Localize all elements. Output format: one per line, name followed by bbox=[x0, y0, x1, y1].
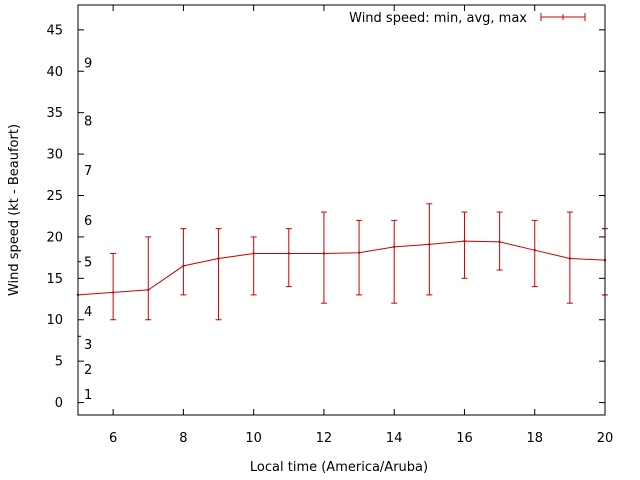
avg-point bbox=[111, 291, 115, 294]
x-tick-label: 6 bbox=[109, 431, 117, 446]
x-tick-label: 16 bbox=[456, 431, 473, 446]
avg-point bbox=[182, 264, 185, 268]
y-tick-label: 40 bbox=[46, 65, 63, 80]
avg-point bbox=[287, 252, 290, 255]
avg-point bbox=[428, 243, 431, 246]
x-tick-label: 20 bbox=[597, 431, 614, 446]
y-tick-label: 15 bbox=[46, 272, 63, 287]
beaufort-label: 6 bbox=[84, 214, 92, 229]
avg-point bbox=[498, 240, 501, 244]
y-tick-label: 45 bbox=[46, 23, 63, 38]
beaufort-label: 1 bbox=[84, 388, 92, 403]
avg-point bbox=[463, 239, 466, 243]
beaufort-label: 3 bbox=[84, 338, 92, 353]
avg-wind-line bbox=[77, 240, 606, 296]
x-tick-label: 12 bbox=[316, 431, 333, 446]
y-tick-label: 25 bbox=[46, 189, 63, 204]
data-series bbox=[76, 203, 608, 321]
legend: Wind speed: min, avg, max bbox=[349, 11, 586, 26]
beaufort-label: 4 bbox=[84, 305, 92, 320]
x-tick-label: 10 bbox=[245, 431, 262, 446]
x-tick-label: 18 bbox=[526, 431, 543, 446]
avg-point bbox=[147, 288, 150, 292]
avg-point bbox=[393, 245, 396, 249]
y-tick-label: 20 bbox=[46, 230, 63, 245]
tick-marks bbox=[78, 5, 606, 415]
beaufort-label: 5 bbox=[84, 255, 92, 270]
x-axis-label: Local time (America/Aruba) bbox=[250, 460, 428, 475]
y-tick-label: 35 bbox=[46, 106, 63, 121]
avg-point bbox=[252, 252, 255, 255]
avg-point bbox=[533, 248, 536, 252]
avg-point bbox=[322, 252, 326, 255]
y-tick-label: 0 bbox=[55, 396, 63, 411]
y-tick-label: 5 bbox=[55, 355, 63, 370]
avg-point bbox=[568, 257, 572, 260]
avg-point bbox=[357, 251, 361, 254]
beaufort-label: 8 bbox=[84, 114, 92, 129]
y-axis-label: Wind speed (kt - Beaufort) bbox=[7, 124, 22, 296]
legend-label: Wind speed: min, avg, max bbox=[349, 11, 527, 26]
x-tick-label: 8 bbox=[179, 431, 187, 446]
avg-point bbox=[217, 257, 220, 260]
y-tick-label: 10 bbox=[46, 313, 63, 328]
beaufort-scale: 1 2 3 4 5 6 7 8 9 bbox=[84, 56, 92, 402]
plot-frame bbox=[77, 4, 606, 416]
x-tick-label: 14 bbox=[386, 431, 403, 446]
beaufort-label: 9 bbox=[84, 56, 92, 71]
y-tick-label: 30 bbox=[46, 148, 63, 163]
beaufort-label: 7 bbox=[84, 164, 92, 179]
beaufort-label: 2 bbox=[84, 363, 92, 378]
